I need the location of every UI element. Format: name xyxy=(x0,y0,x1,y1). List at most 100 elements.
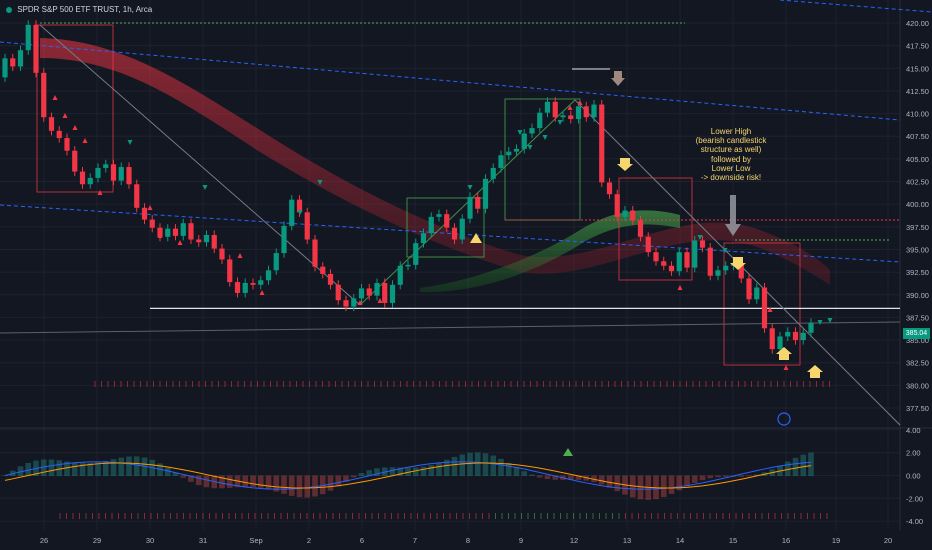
candle-body xyxy=(754,287,760,300)
osc-histogram-bar xyxy=(575,475,582,480)
candle-body xyxy=(343,300,349,307)
osc-histogram-bar xyxy=(529,474,535,476)
osc-histogram-bar xyxy=(505,462,512,476)
candle-body xyxy=(575,106,582,120)
candle-body xyxy=(389,284,396,303)
osc-histogram-bar xyxy=(552,475,559,480)
osc-histogram-bar xyxy=(219,475,225,489)
osc-histogram-bar xyxy=(715,475,721,478)
x-tick-label: 13 xyxy=(623,536,631,545)
candle-body xyxy=(25,24,31,51)
candle-body xyxy=(529,128,535,134)
signal-arrow-up xyxy=(767,307,773,312)
candle-body xyxy=(506,151,512,156)
osc-histogram-bar xyxy=(250,475,256,487)
red-ribbon xyxy=(40,38,830,285)
osc-histogram-bar xyxy=(676,475,683,491)
range-box xyxy=(406,197,485,258)
osc-histogram-bar xyxy=(304,475,311,498)
osc-histogram-bar xyxy=(567,475,574,480)
candle-body xyxy=(591,104,597,118)
osc-histogram-bar xyxy=(2,475,8,476)
y-tick-label: 400.00 xyxy=(906,200,929,209)
signal-arrow-up xyxy=(637,230,643,235)
candle-body xyxy=(265,270,272,281)
y-tick-label: 377.50 xyxy=(906,404,929,413)
osc-histogram-bar xyxy=(598,475,605,485)
osc-histogram-bar xyxy=(64,461,70,476)
y-tick-label: 415.00 xyxy=(906,64,929,73)
x-tick-label: 26 xyxy=(40,536,48,545)
candle-body xyxy=(374,282,380,296)
candle-body xyxy=(358,288,365,299)
candle-body xyxy=(33,24,39,73)
candle-body xyxy=(746,278,752,300)
candle-body xyxy=(234,282,241,293)
osc-histogram-bar xyxy=(474,452,481,476)
osc-histogram-bar xyxy=(335,475,342,487)
candle-body xyxy=(769,328,775,350)
y-tick-label: 397.50 xyxy=(906,223,929,232)
osc-histogram-bar xyxy=(660,475,667,498)
osc-histogram-bar xyxy=(412,467,419,476)
osc-histogram-bar xyxy=(350,475,357,478)
candle-body xyxy=(723,265,729,271)
osc-histogram-bar xyxy=(691,475,698,483)
down-arrow-icon xyxy=(730,257,746,270)
osc-histogram-bar xyxy=(25,462,32,476)
x-tick-label: 6 xyxy=(360,536,364,545)
signal-arrow-down xyxy=(297,210,303,215)
x-tick-label: 8 xyxy=(466,536,470,545)
candle-body xyxy=(79,171,86,185)
y-tick-label: 407.50 xyxy=(906,132,929,141)
candle-body xyxy=(320,266,326,274)
osc-histogram-bar xyxy=(490,455,497,476)
osc-histogram-bar xyxy=(257,475,264,488)
candle-body xyxy=(351,298,357,307)
osc-histogram-bar xyxy=(195,475,202,486)
y-tick-label: 412.50 xyxy=(906,87,929,96)
annotation-line: (bearish candlestick xyxy=(695,136,767,146)
candle-body xyxy=(188,223,194,240)
range-box xyxy=(723,242,801,366)
candle-body xyxy=(428,216,434,234)
signal-arrow-up xyxy=(52,95,58,100)
osc-histogram-bar xyxy=(288,475,295,496)
osc-histogram-bar xyxy=(312,475,318,497)
candle-body xyxy=(149,219,155,228)
moving-average-ribbons xyxy=(40,38,830,293)
osc-histogram-bar xyxy=(133,456,140,476)
osc-histogram-bar xyxy=(684,475,690,487)
signal-arrow-down xyxy=(127,140,133,145)
osc-histogram-bar xyxy=(784,461,791,476)
osc-histogram-bar xyxy=(48,459,55,476)
level-lines xyxy=(0,0,932,426)
candle-body xyxy=(653,252,659,262)
x-tick-label: 15 xyxy=(729,536,737,545)
candle-body xyxy=(738,263,744,279)
candle-body xyxy=(72,150,78,172)
osc-histogram-bar xyxy=(172,472,179,476)
signal-arrow-up xyxy=(567,105,573,110)
candle-body xyxy=(498,155,504,168)
y-tick-label: 405.00 xyxy=(906,155,929,164)
osc-histogram-bar xyxy=(753,474,760,476)
candle-body xyxy=(606,182,613,195)
osc-histogram-bar xyxy=(513,467,520,476)
x-tick-label: 31 xyxy=(199,536,207,545)
signal-arrow-up xyxy=(147,205,153,210)
candle-body xyxy=(141,207,148,220)
osc-histogram-bar xyxy=(87,463,94,476)
candle-body xyxy=(692,240,698,268)
candle-body xyxy=(676,252,682,272)
down-arrow-icon xyxy=(611,71,625,86)
green-ribbon xyxy=(420,210,680,293)
osc-histogram-bar xyxy=(366,470,373,476)
candle-body xyxy=(684,252,690,268)
osc-histogram-bar xyxy=(126,456,132,476)
candle-body xyxy=(413,243,419,265)
long-ma-line xyxy=(0,321,901,334)
signal-arrow-down xyxy=(202,185,208,190)
osc-histogram-bar xyxy=(792,457,799,476)
